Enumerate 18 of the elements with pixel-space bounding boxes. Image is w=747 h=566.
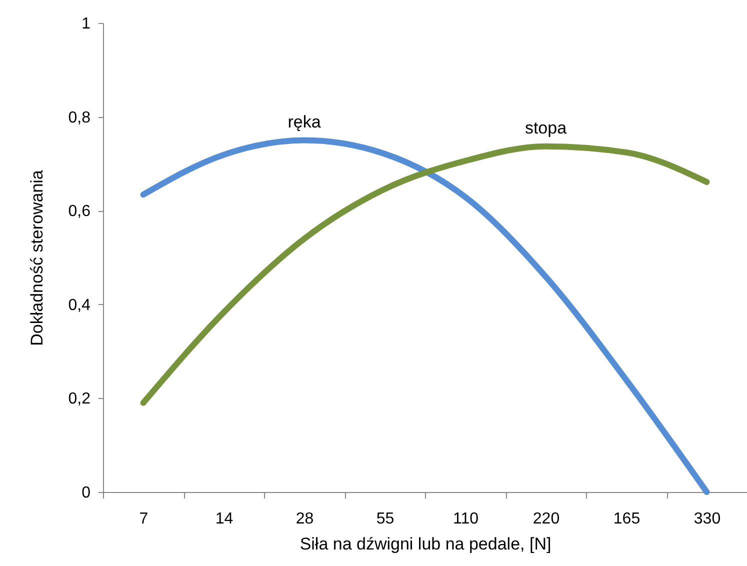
y-tick-label: 0,6	[68, 203, 91, 220]
x-tick-label: 14	[215, 510, 234, 528]
y-tick-label: 0,2	[68, 390, 91, 408]
y-tick-label: 0,8	[68, 109, 91, 126]
x-tick-label: 28	[296, 510, 314, 528]
y-axis-title: Dokładność sterowania	[27, 170, 46, 346]
x-tick-label: 7	[139, 510, 148, 528]
x-axis-title: Siła na dźwigni lub na pedale, [N]	[300, 534, 552, 554]
series-label: stopa	[524, 118, 568, 138]
series-label: ręka	[288, 112, 322, 132]
x-tick-label: 330	[694, 510, 721, 528]
y-tick-label: 0,4	[68, 296, 91, 314]
x-tick-label: 110	[452, 510, 479, 528]
x-tick-label: 55	[376, 510, 394, 528]
x-tick-label: 220	[532, 510, 560, 528]
x-tick-label: 165	[613, 510, 640, 528]
y-tick-label: 0	[82, 484, 91, 502]
y-tick-label: 1	[82, 16, 91, 32]
